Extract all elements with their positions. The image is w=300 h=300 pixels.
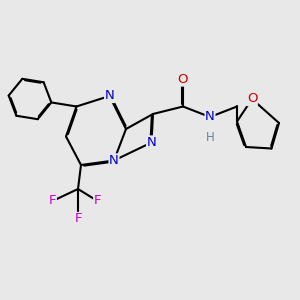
Text: F: F <box>74 212 82 226</box>
Text: N: N <box>105 89 114 103</box>
Text: F: F <box>49 194 56 208</box>
Text: O: O <box>247 92 257 106</box>
Text: N: N <box>147 136 156 149</box>
Text: O: O <box>178 73 188 86</box>
Text: N: N <box>205 110 215 124</box>
Text: H: H <box>206 131 214 145</box>
Text: F: F <box>94 194 101 208</box>
Text: N: N <box>109 154 119 167</box>
